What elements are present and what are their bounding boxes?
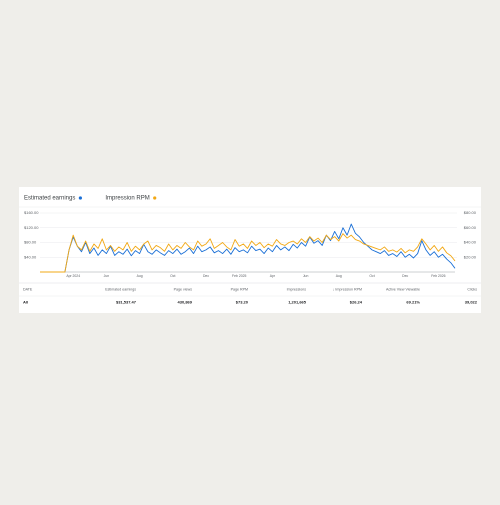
table-cell: $31,537.47 bbox=[116, 300, 137, 305]
x-tick-label: Apr bbox=[270, 274, 276, 278]
legend-dot bbox=[78, 196, 82, 200]
x-tick-label: Jun bbox=[303, 274, 309, 278]
y2-tick-label: $60.00 bbox=[464, 225, 477, 230]
legend-label[interactable]: Impression RPM bbox=[105, 196, 149, 202]
x-tick-label: Oct bbox=[369, 274, 374, 278]
table-header[interactable]: Estimated earnings bbox=[105, 287, 136, 291]
table-cell: All bbox=[23, 300, 28, 305]
table-header[interactable]: Page RPM bbox=[231, 287, 248, 291]
table-header[interactable]: Page views bbox=[174, 287, 193, 291]
table-header[interactable]: Active View Viewable bbox=[386, 287, 420, 291]
y-tick-label: $160.00 bbox=[24, 210, 39, 215]
x-tick-label: Oct bbox=[170, 274, 175, 278]
x-tick-label: Aug bbox=[137, 274, 143, 278]
y2-tick-label: $80.00 bbox=[464, 210, 477, 215]
legend-label[interactable]: Estimated earnings bbox=[24, 196, 75, 202]
table-cell: 430,869 bbox=[178, 300, 193, 305]
x-tick-label: Jun bbox=[104, 274, 110, 278]
y-tick-label: $80.00 bbox=[24, 240, 37, 245]
series-line bbox=[40, 223, 456, 273]
table-cell: 69.21% bbox=[406, 300, 420, 305]
x-tick-label: Aug bbox=[336, 274, 342, 278]
table-cell: $73.20 bbox=[236, 300, 249, 305]
table-header[interactable]: Clicks bbox=[467, 287, 477, 291]
table-header[interactable]: ↓ Impression RPM bbox=[333, 287, 362, 291]
x-tick-label: Dec bbox=[402, 274, 408, 278]
x-tick-label: Feb 2025 bbox=[232, 274, 246, 278]
y-tick-label: $40.00 bbox=[24, 254, 37, 259]
x-tick-label: Dec bbox=[203, 274, 209, 278]
y2-tick-label: $40.00 bbox=[464, 240, 477, 245]
card bbox=[19, 187, 481, 313]
y2-tick-label: $20.00 bbox=[464, 254, 477, 259]
x-tick-label: Apr 2024 bbox=[66, 274, 80, 278]
table-header[interactable]: DATE bbox=[23, 287, 33, 291]
table-cell: $26.24 bbox=[350, 300, 363, 305]
table-header[interactable]: Impressions bbox=[287, 287, 307, 291]
table-cell: 39,022 bbox=[465, 300, 478, 305]
series-line bbox=[40, 233, 456, 273]
x-tick-label: Feb 2026 bbox=[431, 274, 445, 278]
table-cell: 1,201,665 bbox=[288, 300, 307, 305]
y-tick-label: $120.00 bbox=[24, 225, 39, 230]
legend-dot bbox=[153, 196, 157, 200]
